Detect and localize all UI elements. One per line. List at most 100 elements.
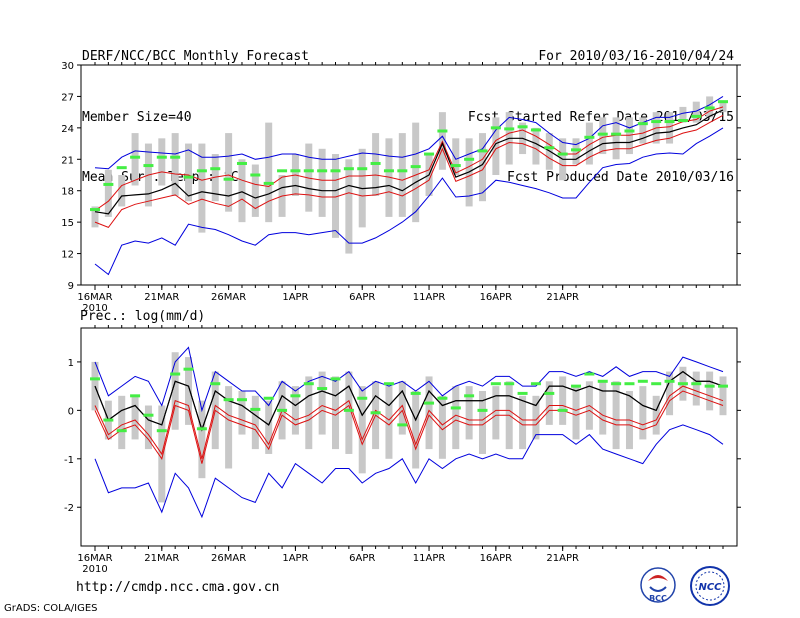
observed-marker [450,406,461,410]
observed-marker [303,169,314,173]
spread-box [452,138,460,175]
observed-marker [263,396,274,400]
spread-box [452,386,460,450]
observed-marker [103,418,114,422]
series-min [94,424,724,519]
spread-box [345,159,353,254]
observed-marker [517,391,528,395]
x-tick-label: 1APR [282,553,308,564]
series-lower2 [94,390,724,464]
precip-subtitle: Prec.: log(mm/d) [80,309,206,324]
observed-marker [156,155,167,159]
observed-marker [210,167,221,171]
spread-box [171,133,179,196]
spread-box [238,159,246,223]
observed-marker [597,132,608,136]
footer-url[interactable]: http://cmdp.ncc.cma.gov.cn [76,580,280,595]
spread-box [639,117,647,144]
spread-box [666,371,674,416]
spread-box [438,395,446,459]
spread-box [492,386,500,440]
observed-marker [584,135,595,139]
x-tick-label: 16APR [480,292,513,303]
observed-marker [370,161,381,165]
spread-box [225,133,233,212]
observed-marker [170,372,181,376]
observed-marker [624,129,635,133]
observed-marker [263,181,274,185]
spread-box [91,206,99,228]
spread-box [171,352,179,430]
x-tick-label: 11APR [413,553,446,564]
observed-marker [477,408,488,412]
spread-box [398,133,406,217]
panel-temperature: 9 12 15 18 21 24 27 30 16MAR 21MAR 26MAR 1APR 6APR 11… [61,61,741,314]
bcc-logo-text: BCC [649,594,667,603]
spread-box [492,117,500,175]
observed-marker [397,423,408,427]
observed-marker [103,182,114,186]
observed-marker [370,411,381,415]
spread-box [198,143,206,233]
spread-box [265,400,273,454]
y-tick-label: 12 [61,250,74,261]
observed-marker [437,396,448,400]
observed-marker [571,384,582,388]
observed-marker [130,394,141,398]
observed-marker [116,429,127,433]
spread-box [398,381,406,435]
observed-marker [250,407,261,411]
series-mean [94,370,724,432]
x-tick-label: 21APR [546,553,579,564]
observed-marker [317,169,328,173]
grads-credit: GrADS: COLA/IGES [4,603,98,614]
spread-box [385,386,393,459]
spread-box [385,138,393,217]
observed-marker [277,169,288,173]
observed-marker [90,377,100,381]
spread-box [144,405,152,450]
observed-marker [557,152,568,156]
observed-marker [597,379,608,383]
logos: BCC NCC [640,566,730,606]
header-forecast-range: For 2010/03/16-2010/04/24 [538,49,734,64]
observed-marker [196,427,207,431]
observed-marker [424,152,435,156]
plot-frame [80,64,738,286]
y-tick-label: 0 [68,406,74,417]
spread-box [625,117,633,155]
x-tick-label: 1APR [282,292,308,303]
observed-marker [517,125,528,129]
y-tick-label: 24 [61,124,74,135]
spread-box [652,395,660,435]
spread-box [639,386,647,440]
y-tick-label: 9 [68,281,74,292]
observed-marker [170,155,181,159]
observed-marker [410,391,421,395]
spread-box [692,371,700,406]
plot-frame [80,327,738,547]
x-tick-label: 21APR [546,292,579,303]
observed-marker [343,167,354,171]
observed-marker [357,167,368,171]
spread-box [291,386,299,435]
observed-marker [330,169,341,173]
spread-box [238,390,246,435]
spread-box [265,122,273,223]
observed-marker [718,100,728,104]
header-start-date: Fcst Started Refer Date 2010/03/15 [467,109,734,125]
spread-box [545,381,553,425]
x-tick-label: 21MAR [144,292,179,303]
observed-marker [651,120,662,124]
spread-box [719,376,727,416]
observed-marker [664,379,675,383]
y-tick-label: 18 [61,187,74,198]
y-tick-label: 30 [61,61,74,72]
observed-marker [383,169,394,173]
ncc-logo: NCC [690,566,730,606]
observed-marker [704,384,715,388]
spread-box [118,175,126,207]
spread-box [251,164,259,217]
observed-marker [557,408,568,412]
y-tick-label: 27 [61,92,74,103]
